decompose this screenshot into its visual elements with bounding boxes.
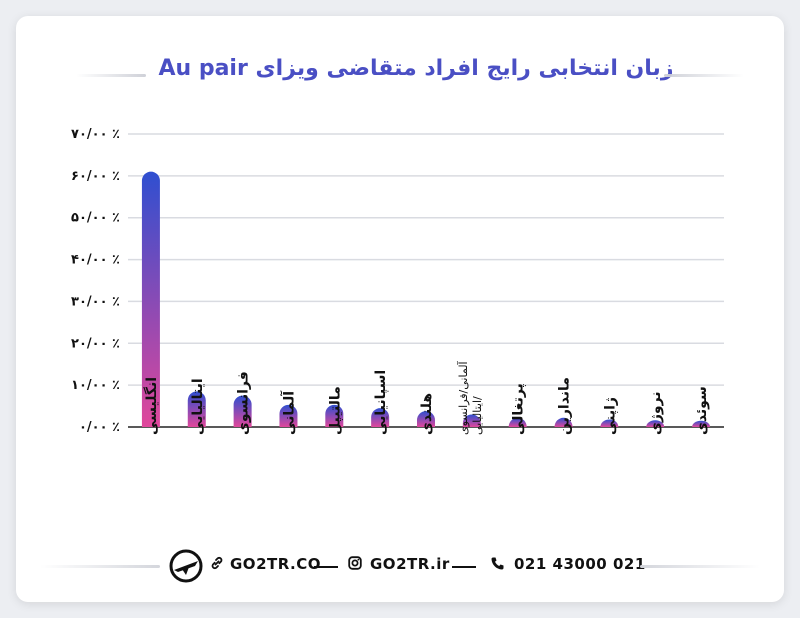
footer-separator: [452, 566, 476, 568]
y-tick-label: ۰/۰۰ ٪: [79, 420, 120, 435]
bar: [279, 404, 298, 427]
footer-divider-right: [640, 565, 760, 568]
title-divider-left: [76, 74, 146, 77]
bar: [187, 391, 206, 427]
y-tick-label: ۶۰/۰۰ ٪: [71, 169, 120, 184]
bar: [508, 417, 527, 427]
x-tick-label: ژاپنی: [602, 397, 618, 435]
link-icon: [210, 555, 224, 573]
title-row: زبان انتخابی رایج افراد متقاضی ویزای Au …: [16, 48, 784, 88]
bar: [141, 171, 160, 427]
chart-title: زبان انتخابی رایج افراد متقاضی ویزای Au …: [158, 56, 674, 81]
y-tick-label: ۷۰/۰۰ ٪: [71, 127, 120, 142]
y-tick-label: ۴۰/۰۰ ٪: [71, 253, 120, 268]
footer-separator: [314, 566, 338, 568]
x-tick-label: پرتغالی: [511, 383, 527, 435]
x-tick-label: هلندی: [419, 393, 435, 435]
bar: [325, 404, 344, 427]
x-tick-label: ایتالیایی: [190, 378, 206, 435]
x-tick-label: انگلیسی: [143, 377, 160, 435]
footer: GO2TR.CO GO2TR.ir 021 43000 021: [16, 544, 784, 584]
x-tick-label: آلمانی/فرانسوی: [456, 360, 470, 435]
website-link[interactable]: GO2TR.CO: [230, 555, 322, 573]
x-tick-label: آلمانی: [279, 390, 297, 435]
logo-icon: [169, 549, 203, 583]
chart-card: زبان انتخابی رایج افراد متقاضی ویزای Au …: [16, 16, 784, 602]
bar: [554, 417, 573, 427]
bar: [600, 419, 619, 427]
x-tick-label: سوئدی: [694, 386, 710, 435]
x-tick-label: نروژی: [648, 391, 664, 435]
x-tick-label: ماندارین: [557, 377, 573, 435]
bar: [692, 420, 711, 427]
x-tick-label: فرانسوی: [236, 371, 252, 435]
bar: [371, 408, 390, 427]
footer-divider-left: [40, 565, 160, 568]
bar: [233, 395, 252, 427]
y-tick-label: ۵۰/۰۰ ٪: [71, 211, 120, 226]
x-tick-label: اسپانیایی: [373, 370, 389, 435]
y-tick-label: ۲۰/۰۰ ٪: [71, 336, 120, 351]
bar: [646, 420, 665, 427]
y-tick-label: ۱۰/۰۰ ٪: [71, 378, 120, 393]
x-tick-label: /ایتالیایی: [471, 396, 484, 435]
y-tick-label: ۳۰/۰۰ ٪: [71, 294, 120, 309]
instagram-icon: [348, 555, 362, 573]
bar: [417, 411, 435, 427]
phone-number[interactable]: 021 43000 021: [514, 555, 646, 573]
phone-icon: [490, 555, 505, 573]
title-divider-right: [664, 74, 744, 77]
bar: [462, 414, 481, 427]
bar-chart: ۰/۰۰ ٪ ۱۰/۰۰ ٪ ۲۰/۰۰ ٪ ۳۰/۰۰ ٪ ۴۰/۰۰ ٪ ۵۰/۰۰ …: [71, 127, 724, 435]
x-tick-label: مالتیپل: [327, 386, 343, 435]
instagram-handle[interactable]: GO2TR.ir: [370, 555, 450, 573]
